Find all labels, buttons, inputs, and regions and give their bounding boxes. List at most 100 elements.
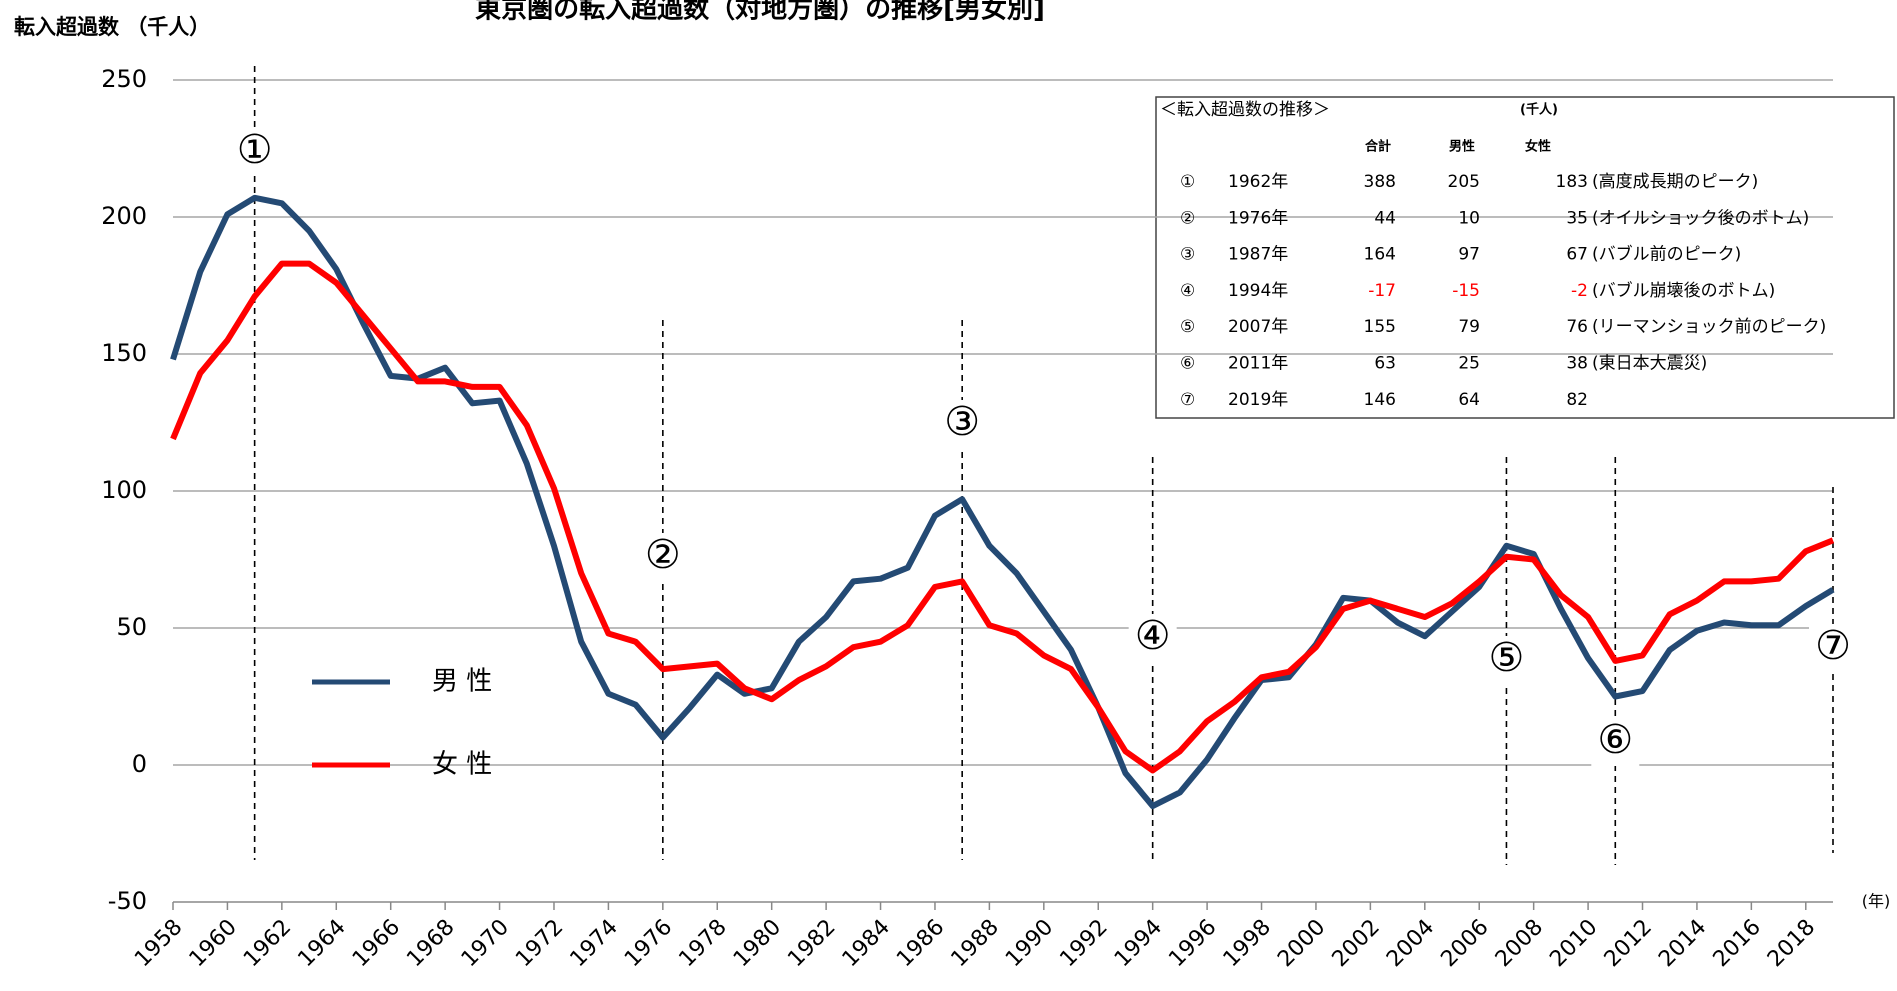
table-header: 男性 [1449,139,1475,155]
x-tick-label: 1958 [130,915,187,972]
y-tick-label: 50 [116,613,147,641]
row-mark: ④ [1180,281,1195,301]
row-value: 97 [1458,245,1480,265]
line-series [170,194,1835,810]
y-tick-label: -50 [108,887,147,915]
x-tick-label: 1998 [1219,915,1276,972]
y-tick-label: 100 [101,476,147,504]
annotation-bg [1128,614,1177,662]
row-note: (リーマンショック前のピーク) [1592,317,1826,337]
x-tick-label: 2008 [1491,915,1548,972]
x-tick-label: 1984 [838,915,895,972]
x-tick-label: 2016 [1709,915,1766,972]
annotation-label: ④ [1135,613,1171,659]
y-tick-label: 0 [132,750,147,778]
x-tick-label: 1988 [947,915,1004,972]
x-tick-label: 2000 [1273,915,1330,972]
row-note: (高度成長期のピーク) [1592,172,1758,192]
x-tick-label: 1978 [674,915,731,972]
x-tick-label: 2002 [1328,915,1385,972]
annotation-label: ① [237,127,273,173]
row-value: 388 [1364,172,1396,192]
x-tick-label: 1976 [620,915,677,972]
annotation-bg [1809,624,1857,672]
x-tick-label: 2018 [1763,915,1820,972]
table-header: 女性 [1525,139,1551,155]
row-mark: ③ [1180,245,1195,265]
x-tick-label: 1986 [892,915,949,972]
x-tick-label: 2006 [1436,915,1493,972]
row-value: -17 [1368,281,1396,301]
annotation-bg [1591,718,1640,766]
row-value: 183 [1556,172,1588,192]
chart-title: 東京圏の転入超過数（対地方圏）の推移[男女別] [475,0,1045,25]
annotation-bg [230,128,279,176]
row-value: 155 [1364,317,1396,337]
row-mark: ⑦ [1180,390,1195,410]
row-year: 1994年 [1228,281,1288,301]
row-value: -2 [1571,281,1588,301]
row-value: -15 [1452,281,1480,301]
row-value: 205 [1448,172,1480,192]
x-tick-label: 1970 [457,915,514,972]
row-value: 10 [1458,208,1480,228]
annotation-bg [938,400,987,448]
row-mark: ① [1180,172,1195,192]
row-note: (バブル前のピーク) [1592,244,1741,265]
y-axis-label: 転入超過数 （千人） [14,15,210,39]
legend-label: 女 性 [432,750,492,780]
x-tick-label: 1990 [1001,915,1058,972]
row-mark: ② [1180,208,1195,228]
row-value: 44 [1374,208,1396,228]
x-tick-label: 2014 [1654,915,1711,972]
table-box [1155,96,1895,419]
x-tick-label: 1974 [566,915,623,972]
table-title: ＜転入超過数の推移＞ [1160,100,1330,120]
x-tick-label: 1982 [783,915,840,972]
row-note: (バブル崩壊後のボトム) [1592,280,1775,301]
y-tick-label: 150 [101,339,147,367]
row-year: 2007年 [1228,317,1288,337]
annotation-label: ⑤ [1489,635,1525,681]
row-value: 25 [1458,354,1480,374]
row-year: 1962年 [1228,172,1288,192]
row-value: 76 [1566,317,1588,337]
annotation-bg [638,533,687,581]
x-tick-label: 1994 [1110,915,1167,972]
row-value: 38 [1566,354,1588,374]
x-tick-label: 2004 [1382,915,1439,972]
table-unit: (千人) [1520,102,1558,118]
row-year: 1976年 [1228,208,1288,228]
x-tick-label: 1972 [511,915,568,972]
legend-label: 男 性 [432,667,492,697]
row-year: 2019年 [1228,390,1288,410]
row-note: (オイルショック後のボトム) [1592,208,1809,228]
x-tick-label: 1964 [293,915,350,972]
x-tick-label: 1992 [1055,915,1112,972]
x-tick-label: 1960 [185,915,242,972]
x-axis-unit: (年) [1862,892,1891,911]
annotation-label: ⑦ [1815,623,1851,669]
x-tick-label: 1980 [729,915,786,972]
x-tick-label: 1966 [348,915,405,972]
x-tick-label: 1962 [239,915,296,972]
row-mark: ⑥ [1180,354,1195,374]
annotation-label: ③ [944,399,980,445]
row-value: 35 [1566,208,1588,228]
annotation-bg [1482,636,1531,684]
row-value: 79 [1458,317,1480,337]
row-note: (東日本大震災) [1592,354,1707,374]
table-header: 合計 [1365,139,1391,155]
row-year: 1987年 [1228,245,1288,265]
x-tick-label: 2010 [1545,915,1602,972]
row-mark: ⑤ [1180,317,1195,337]
x-tick-label: 1968 [402,915,459,972]
x-tick-label: 2012 [1600,915,1657,972]
row-value: 164 [1364,245,1396,265]
row-value: 63 [1374,354,1396,374]
x-tick-label: 1996 [1164,915,1221,972]
y-tick-label: 250 [101,65,147,93]
row-year: 2011年 [1228,354,1288,374]
annotation-label: ② [645,532,681,578]
row-value: 146 [1364,390,1396,410]
